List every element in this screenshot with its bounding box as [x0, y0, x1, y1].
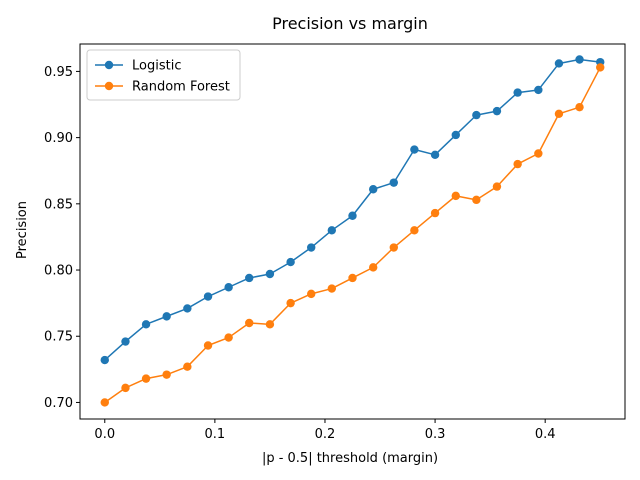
data-point-random-forest	[245, 318, 254, 328]
data-point-logistic	[203, 292, 213, 301]
data-point-logistic	[492, 106, 502, 116]
data-point-logistic	[245, 273, 254, 283]
chart-title: Precision vs margin	[272, 14, 428, 33]
legend: Logistic Random Forest	[86, 49, 241, 101]
data-point-random-forest	[327, 284, 337, 293]
data-point-logistic	[410, 145, 419, 154]
data-point-random-forest	[430, 208, 440, 218]
data-point-random-forest	[410, 226, 419, 235]
data-point-logistic	[307, 243, 316, 252]
data-point-logistic	[265, 269, 275, 279]
data-point-logistic	[183, 304, 192, 313]
plot-frame	[79, 43, 626, 420]
y-axis: 0.70 0.75 0.80 0.85 0.90 0.95	[44, 65, 80, 411]
y-tick-label: 0.80	[44, 264, 73, 279]
data-point-random-forest	[451, 191, 460, 201]
y-tick-label: 0.90	[44, 131, 73, 146]
legend-label-logistic: Logistic	[132, 59, 181, 74]
y-tick-label: 0.70	[44, 396, 73, 411]
data-point-random-forest	[389, 243, 398, 252]
data-point-random-forest	[265, 320, 275, 329]
plot-area	[100, 55, 605, 407]
legend-marker-random-forest	[104, 81, 114, 91]
data-point-logistic	[389, 178, 398, 187]
x-axis: 0.0 0.1 0.2 0.3 0.4	[94, 419, 556, 442]
legend-label-random-forest: Random Forest	[132, 80, 230, 95]
data-point-random-forest	[183, 362, 192, 371]
y-tick-label: 0.75	[44, 330, 73, 345]
data-point-random-forest	[121, 383, 130, 393]
y-tick-label: 0.95	[44, 65, 73, 80]
data-point-random-forest	[368, 263, 378, 272]
data-point-random-forest	[472, 195, 481, 205]
x-tick-label: 0.0	[94, 427, 115, 442]
data-point-logistic	[141, 320, 151, 329]
legend-marker-logistic	[104, 60, 114, 70]
data-point-random-forest	[348, 273, 357, 283]
data-point-logistic	[534, 85, 543, 95]
y-axis-label: Precision	[15, 201, 30, 259]
data-point-logistic	[100, 355, 109, 365]
data-point-logistic	[575, 55, 584, 64]
data-point-logistic	[348, 211, 357, 220]
data-point-logistic	[472, 110, 481, 120]
legend-box	[86, 49, 241, 101]
data-point-logistic	[368, 185, 378, 194]
data-point-logistic	[327, 226, 337, 235]
x-axis-label: |p - 0.5| threshold (margin)	[262, 451, 438, 466]
x-tick-label: 0.4	[535, 427, 556, 442]
data-point-logistic	[554, 59, 564, 68]
data-point-logistic	[451, 130, 460, 140]
data-point-logistic	[121, 337, 130, 346]
data-point-logistic	[162, 312, 171, 321]
x-tick-label: 0.2	[315, 427, 336, 442]
data-point-random-forest	[141, 374, 151, 383]
data-point-logistic	[286, 257, 295, 267]
data-point-random-forest	[100, 398, 109, 407]
data-point-logistic	[430, 150, 440, 160]
data-point-random-forest	[286, 298, 295, 308]
data-point-random-forest	[513, 159, 522, 169]
data-point-random-forest	[307, 289, 316, 299]
x-tick-label: 0.3	[425, 427, 446, 442]
data-point-random-forest	[162, 370, 171, 379]
x-tick-label: 0.1	[205, 427, 226, 442]
data-point-random-forest	[224, 333, 233, 342]
data-point-random-forest	[596, 63, 605, 72]
data-point-random-forest	[554, 109, 564, 118]
data-point-random-forest	[575, 102, 584, 112]
y-tick-label: 0.85	[44, 197, 73, 212]
data-point-random-forest	[534, 149, 543, 158]
data-point-random-forest	[203, 341, 213, 350]
data-point-random-forest	[492, 182, 502, 191]
data-point-logistic	[224, 283, 233, 292]
data-point-logistic	[513, 88, 522, 97]
